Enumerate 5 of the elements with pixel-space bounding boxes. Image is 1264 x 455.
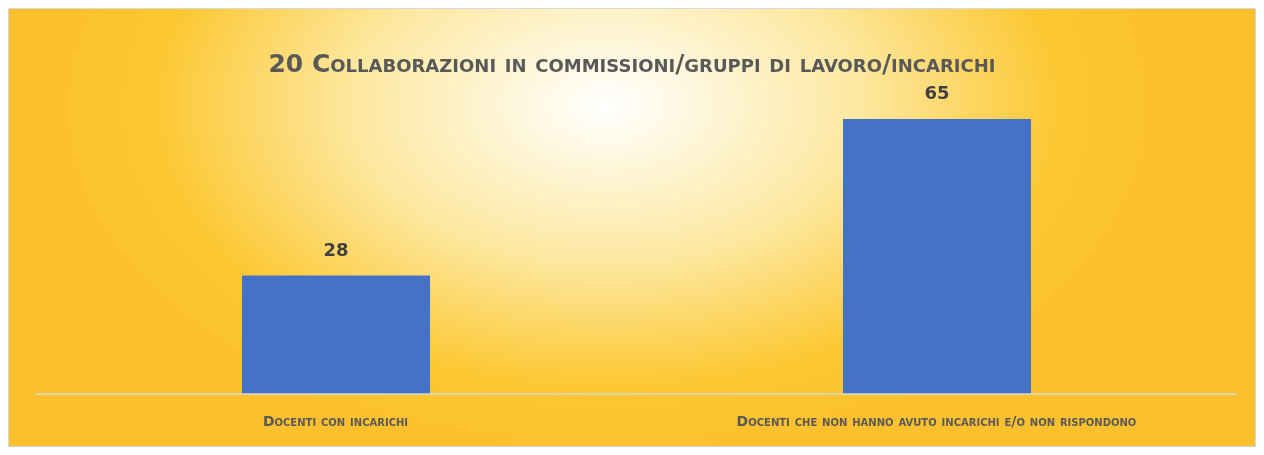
x-tick-label: Docenti che non hanno avuto incarichi e/o non rispondono <box>736 412 1137 429</box>
data-label: 28 <box>323 238 349 260</box>
chart-title: 20 Collaborazioni in commissioni/gruppi di lavoro/incarichi <box>267 49 997 78</box>
x-tick-label: Docenti con incarichi <box>262 412 409 429</box>
data-label: 65 <box>924 82 950 103</box>
